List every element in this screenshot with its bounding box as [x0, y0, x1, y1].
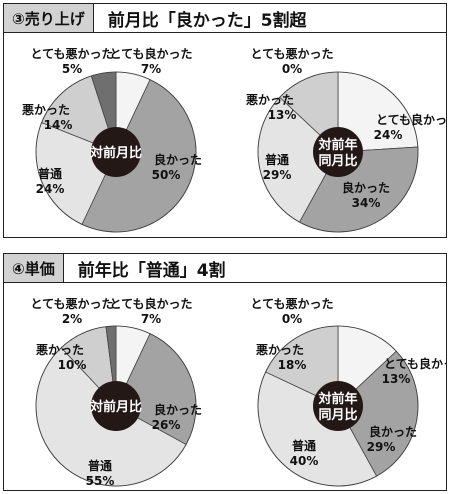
slice-value-bad: 13% — [268, 108, 297, 122]
pie-outline — [257, 325, 419, 487]
slice-value-good: 26% — [152, 418, 181, 432]
pie-center-label: 対前月比 — [89, 145, 142, 161]
panel-unit-price: ④単価 前年比「普通」4割 対前月比 とても良かった 7% 良かった 26% 普通 55% 悪… — [3, 253, 447, 491]
slice-value-very-bad: 5% — [62, 62, 82, 76]
slice-label-very-bad: とても悪かった — [30, 297, 113, 311]
slice-label-very-good: とても良かった — [109, 46, 192, 61]
slice-value-very-bad: 0% — [282, 62, 302, 76]
pie-center-label: 同月比 — [318, 407, 357, 423]
pie-outline — [35, 71, 197, 233]
panel-header: ④単価 前年比「普通」4割 — [4, 254, 446, 283]
slice-label-very-good: とても良かった — [384, 356, 446, 371]
pie-center-disc — [91, 127, 141, 177]
slice-label-normal: 普通 — [88, 458, 112, 473]
slice-label-very-good: とても良かった — [109, 296, 192, 311]
slice-label-bad: 悪かった — [36, 343, 84, 357]
slice-label-normal: 普通 — [265, 152, 289, 167]
pie-center-label: 対前月比 — [89, 399, 142, 415]
slice-value-very-bad: 0% — [282, 312, 302, 326]
slice-value-normal: 29% — [263, 168, 292, 182]
slice-label-very-bad: とても悪かった — [30, 47, 113, 61]
slice-value-good: 29% — [367, 440, 396, 454]
panel-sales: ③売り上げ 前月比「良かった」5割超 対前月比 とても良かった 7% 良かった 50% 普… — [3, 3, 447, 238]
panel-tag: ③売り上げ — [4, 4, 94, 32]
slice-value-bad: 14% — [44, 118, 73, 132]
pie-outline — [257, 71, 419, 233]
pie-center-label: 対前年 — [317, 137, 357, 153]
panel-title: 前月比「良かった」5割超 — [107, 10, 307, 31]
pie-charts-unit-price: 対前月比とても良かった7%良かった26%普通55%悪かった10%とても悪かった2… — [30, 296, 446, 488]
pie-center-disc — [91, 381, 141, 431]
slice-label-bad: 悪かった — [256, 343, 304, 357]
slice-value-normal: 55% — [86, 474, 115, 488]
slice-value-good: 34% — [352, 196, 381, 210]
slice-label-normal: 普通 — [38, 166, 62, 181]
pie-center-disc — [313, 381, 363, 431]
slice-value-bad: 18% — [278, 358, 307, 372]
slice-label-very-bad: とても悪かった — [250, 297, 333, 311]
slice-label-very-bad: とても悪かった — [250, 47, 333, 61]
slice-value-very-good: 24% — [374, 128, 403, 142]
slice-label-bad: 悪かった — [22, 103, 70, 117]
slice-value-very-good: 7% — [141, 62, 161, 76]
pie-outline — [35, 325, 197, 487]
slice-label-very-good: とても良かった — [376, 112, 446, 127]
slice-value-very-bad: 2% — [62, 312, 82, 326]
slice-label-good: 良かった — [154, 152, 202, 167]
slice-value-very-good: 13% — [382, 372, 411, 386]
slice-value-normal: 24% — [36, 182, 65, 196]
panel-title: 前年比「普通」4割 — [77, 260, 226, 281]
slice-value-good: 50% — [152, 168, 181, 182]
slice-label-good: 良かった — [369, 424, 417, 439]
slice-value-normal: 40% — [290, 454, 319, 468]
slice-label-bad: 悪かった — [246, 93, 294, 107]
panel-tag: ④単価 — [4, 254, 64, 282]
slice-value-very-good: 7% — [141, 312, 161, 326]
slice-value-bad: 10% — [58, 358, 87, 372]
slice-label-normal: 普通 — [292, 438, 316, 453]
pie-center-label: 同月比 — [318, 153, 357, 169]
pie-center-label: 対前年 — [317, 391, 357, 407]
pie-center-disc — [313, 127, 363, 177]
panel-header: ③売り上げ 前月比「良かった」5割超 — [4, 4, 446, 33]
slice-label-good: 良かった — [154, 402, 202, 417]
pie-charts-sales: 対前月比とても良かった7%良かった50%普通24%悪かった14%とても悪かった5… — [22, 46, 446, 233]
slice-label-good: 良かった — [342, 180, 390, 195]
